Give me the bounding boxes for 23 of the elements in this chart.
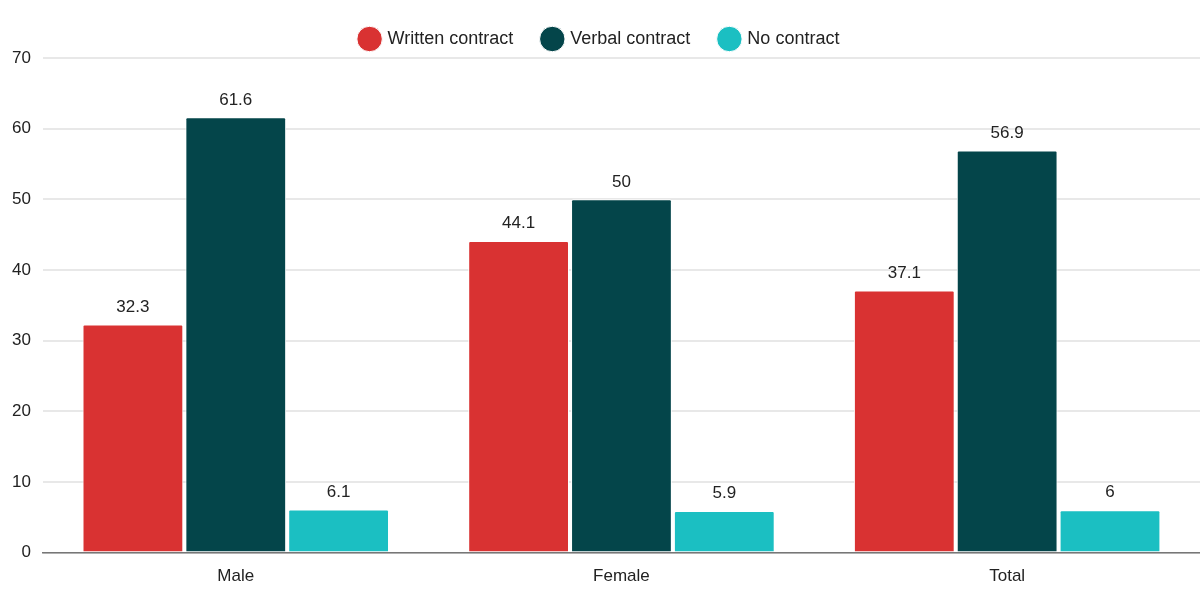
y-tick-label: 40 [11,259,31,279]
y-tick-label: 0 [21,542,31,562]
x-tick-label: Female [593,566,650,586]
y-tick-label: 50 [11,189,31,208]
data-label: 50 [611,171,631,191]
legend-label: Written contract [387,27,514,48]
data-label: 37.1 [887,262,921,282]
data-label: 5.9 [712,483,737,503]
legend-label: No contract [747,27,840,48]
x-tick-label: Total [989,566,1026,586]
legend-label: Verbal contract [570,27,691,48]
y-tick-label: 60 [11,118,31,138]
y-tick-label: 70 [11,47,31,67]
data-label: 61.6 [219,89,253,109]
x-tick-label: Male [217,566,255,586]
y-tick-label: 30 [11,330,31,350]
y-tick-label: 10 [11,471,31,491]
y-tick-label: 20 [11,400,31,420]
data-label: 6.1 [326,481,351,501]
data-label: 56.9 [990,122,1024,142]
data-label: 44.1 [502,213,536,233]
data-label: 6 [1105,482,1115,502]
data-label: 32.3 [116,296,150,316]
